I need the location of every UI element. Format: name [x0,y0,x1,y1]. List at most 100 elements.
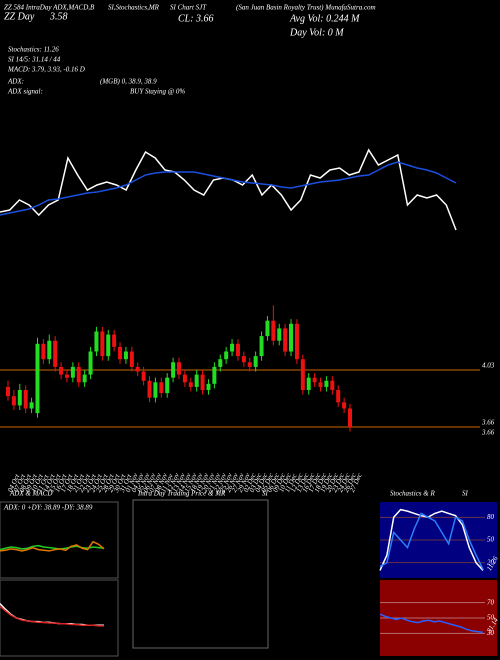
candle-body [182,374,187,383]
panel-title: Stochastics & R [390,490,435,498]
panel-label: ADX: 0 +DY: 38.89 -DY: 38.89 [3,504,93,512]
candle-body [35,343,40,414]
last-price-label: 3.66 [481,429,495,437]
header-text: CL: 3.66 [178,13,214,24]
candle-body [76,366,81,383]
series-line [0,148,457,231]
header-text: MACD: 3.79, 3.93, -0.16 D [7,66,85,74]
candle-body [53,340,58,367]
candle-body [118,346,123,360]
candle-body [336,390,341,403]
series-line [379,512,484,570]
candle-body [300,359,305,390]
y-tick-label: 20 [487,558,495,566]
candle-body [259,336,264,357]
y-tick-label: 70 [487,598,495,606]
series-line [379,508,484,571]
candle-body [241,356,246,363]
candle-body [188,382,193,387]
y-tick-label: 4.03 [482,362,495,370]
macd-panel [0,579,119,657]
y-tick-label: 50 [487,536,495,544]
header-text: 3.58 [49,11,68,22]
candle-body [283,328,288,352]
candle-body [206,383,211,390]
candle-body [23,390,28,409]
header-text: (MGB) 0, 38.9, 38.9 [100,78,157,86]
candle-body [94,331,99,352]
candle-body [147,380,152,398]
header-text: SI Chart SJT [170,4,207,12]
header-text: Stochastics: 11.26 [8,46,59,54]
candle-body [165,377,170,394]
candle-body [129,351,134,367]
candle-body [159,382,164,394]
candle-body [88,351,93,375]
candle-body [106,334,111,357]
candle-body [218,359,223,367]
candle-body [247,362,252,367]
candle-body [6,386,10,397]
candle-body [29,402,34,409]
panel-title: ADX & MACD [9,490,52,498]
candle-body [253,356,258,367]
header-text: ADX signal: [7,88,43,96]
header-text: ZZ Day [4,11,35,22]
header-text: Day Vol: 0 M [289,27,344,38]
candle-body [64,374,69,378]
candle-body [312,377,317,383]
y-tick-label: 50 [487,614,495,622]
candle-body [277,328,282,341]
candle-body [200,374,205,390]
series-line [0,605,104,627]
candle-body [153,382,158,398]
candle-body [82,374,87,383]
header-text: SI 14/5: 31.14 / 44 [8,56,61,64]
candle-body [135,366,140,372]
candle-body [230,343,235,352]
candle-body [59,366,64,375]
header-text: BUY Staying @ 0% [130,88,185,96]
panel-title: Intra Day Trading Price & MR [137,490,226,498]
candle-body [41,343,46,360]
header-text: ADX: [7,78,24,86]
candle-body [212,366,217,384]
candle-body [100,331,105,357]
panel-title: SI [462,490,469,498]
candle-body [342,402,347,409]
candle-body [324,380,329,387]
candle-body [289,323,294,352]
candle-body [306,377,311,390]
series-line [0,540,105,552]
candle-body [194,374,199,387]
series-line [0,161,457,216]
candle-body [265,320,270,337]
adx-panel [0,501,119,579]
header-text: (San Juan Basin Royalty Trust) MunafaSut… [236,4,376,12]
candle-body [11,396,16,406]
header-text: Avg Vol: 0.244 M [289,13,360,24]
header-text: SI,Stochastics,MR [108,4,160,12]
candle-body [271,320,276,341]
y-tick-label: 3.66 [481,419,495,427]
y-tick-label: 30 [486,629,495,637]
candle-body [112,334,117,347]
candle-body [235,343,240,357]
candle-body [17,390,22,406]
series-line [0,544,105,551]
candle-body [177,362,181,375]
candle-body [171,362,176,378]
candle-body [318,382,323,387]
candle-body [70,366,75,378]
panel-title: SI [262,490,269,498]
candle-body [47,340,52,360]
header-text: ZZ 584 IntraDay ADX,MACD,B [4,4,95,12]
candle-body [294,323,299,360]
candle-body [141,371,146,381]
candle-body [348,408,352,427]
intraday-panel [132,499,269,649]
candle-body [123,351,128,360]
y-tick-label: 80 [487,513,495,521]
